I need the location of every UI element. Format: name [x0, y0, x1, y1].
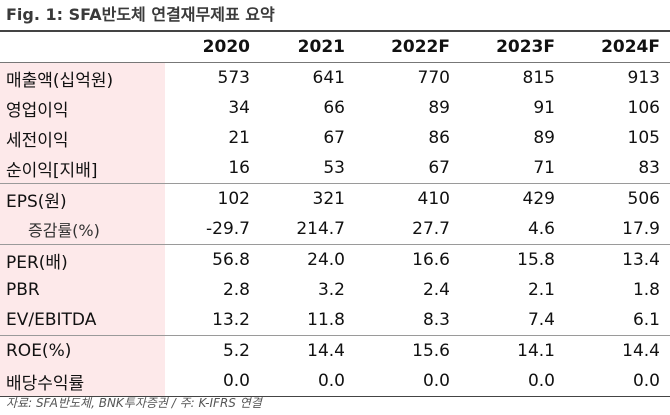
table-row: 영업이익 34 66 89 91 106	[0, 93, 670, 123]
table-row: 순이익[지배] 16 53 67 71 83	[0, 153, 670, 184]
table-cell: 17.9	[565, 214, 670, 245]
table-cell: 0.0	[165, 366, 260, 397]
table-cell: 67	[323, 128, 345, 148]
table-cell: 67	[355, 153, 460, 184]
table-cell: 7.4	[460, 305, 565, 336]
table-cell: 0.0	[565, 366, 670, 397]
table-cell: 14.1	[517, 341, 555, 361]
table-cell: 105	[627, 128, 660, 148]
column-header: 2020	[165, 32, 260, 63]
table-cell: 913	[627, 68, 660, 88]
table-cell: 0.0	[460, 366, 565, 397]
table-cell: 770	[417, 68, 450, 88]
table-cell: 16	[165, 153, 260, 184]
header-row: 2020 2021 2022F 2023F 2024F	[0, 32, 670, 63]
table-cell: 11.8	[260, 305, 355, 336]
table-cell: 89	[533, 128, 555, 148]
table-cell: -29.7	[165, 214, 260, 245]
row-label: 영업이익	[0, 93, 165, 123]
column-header: 2024F	[565, 32, 670, 63]
table-cell: 15.6	[412, 341, 450, 361]
table-cell: 24.0	[307, 250, 345, 270]
table-cell: 83	[565, 153, 670, 184]
table-cell: 102	[217, 189, 250, 209]
row-label: 배당수익률	[0, 366, 165, 397]
table-cell: 34	[228, 98, 250, 118]
row-label: PBR	[0, 275, 165, 305]
table-cell: 8.3	[355, 305, 460, 336]
table-cell: 21	[228, 128, 250, 148]
table-cell: 410	[417, 189, 450, 209]
table-cell: 91	[533, 98, 555, 118]
column-header: 2023F	[460, 32, 565, 63]
row-label: 순이익[지배]	[0, 153, 165, 184]
table-row: ROE(%) 5.2 14.4 15.6 14.1 14.4	[0, 335, 670, 366]
table-cell: 5.2	[222, 341, 250, 361]
table-cell: 106	[627, 98, 660, 118]
table-row: 증감률(%) -29.7 214.7 27.7 4.6 17.9	[0, 214, 670, 245]
table-cell: 66	[323, 98, 345, 118]
table-cell: 429	[522, 189, 555, 209]
column-header: 2022F	[355, 32, 460, 63]
row-label: EV/EBITDA	[0, 305, 165, 336]
source-note: 자료: SFA반도체, BNK투자증권 / 주: K-IFRS 연결	[6, 396, 262, 410]
table-cell: 2.4	[422, 280, 450, 300]
table-cell: 27.7	[355, 214, 460, 245]
table-cell: 15.8	[517, 250, 555, 270]
table-cell: 56.8	[212, 250, 250, 270]
table-cell: 2.8	[222, 280, 250, 300]
table-cell: 214.7	[260, 214, 355, 245]
figure-title: Fig. 1: SFA반도체 연결재무제표 요약	[6, 5, 275, 24]
table-cell: 573	[217, 68, 250, 88]
financial-summary-table: 2020 2021 2022F 2023F 2024F 매출액(십억원) 573…	[0, 32, 670, 397]
table-cell: 14.4	[307, 341, 345, 361]
table-cell: 89	[428, 98, 450, 118]
table-cell: 13.2	[165, 305, 260, 336]
table-cell: 0.0	[260, 366, 355, 397]
table-cell: 321	[312, 189, 345, 209]
table-row: 매출액(십억원) 573 641 770 815 913	[0, 62, 670, 93]
row-label: 증감률(%)	[0, 214, 165, 245]
table-cell: 16.6	[412, 250, 450, 270]
table-cell: 14.4	[622, 341, 660, 361]
table-row: PBR 2.8 3.2 2.4 2.1 1.8	[0, 275, 670, 305]
table-cell: 3.2	[317, 280, 345, 300]
table-cell: 6.1	[565, 305, 670, 336]
table-cell: 1.8	[632, 280, 660, 300]
table-cell: 2.1	[527, 280, 555, 300]
column-header: 2021	[260, 32, 355, 63]
table-cell: 71	[460, 153, 565, 184]
row-label: ROE(%)	[0, 335, 165, 366]
table-cell: 4.6	[460, 214, 565, 245]
row-label: 세전이익	[0, 123, 165, 153]
top-rule	[0, 30, 670, 32]
row-label: PER(배)	[0, 244, 165, 275]
table-cell: 86	[428, 128, 450, 148]
table-cell: 0.0	[355, 366, 460, 397]
table-cell: 53	[260, 153, 355, 184]
row-label: 매출액(십억원)	[0, 62, 165, 93]
table-cell: 13.4	[622, 250, 660, 270]
table-row: PER(배) 56.8 24.0 16.6 15.8 13.4	[0, 244, 670, 275]
table-cell: 641	[312, 68, 345, 88]
row-label: EPS(원)	[0, 183, 165, 214]
table-cell: 815	[522, 68, 555, 88]
table-row: EV/EBITDA 13.2 11.8 8.3 7.4 6.1	[0, 305, 670, 336]
table-cell: 506	[627, 189, 660, 209]
table-row: 배당수익률 0.0 0.0 0.0 0.0 0.0	[0, 366, 670, 397]
corner-cell	[0, 32, 165, 63]
table-row: 세전이익 21 67 86 89 105	[0, 123, 670, 153]
table-row: EPS(원) 102 321 410 429 506	[0, 183, 670, 214]
